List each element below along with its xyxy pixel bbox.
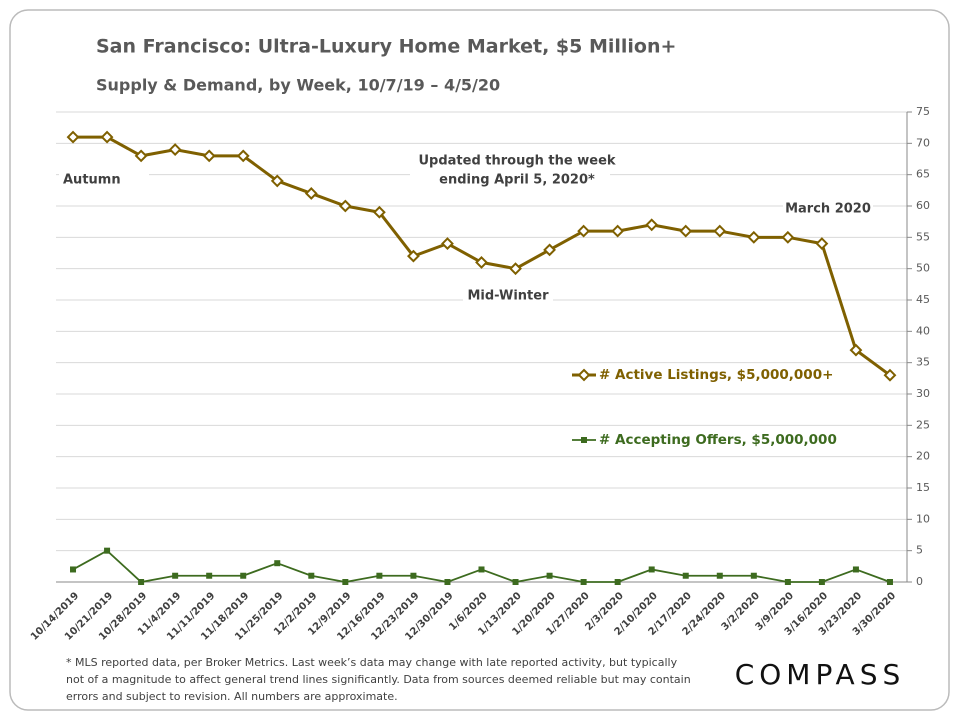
point bbox=[206, 572, 213, 579]
point bbox=[410, 572, 417, 579]
logo: COMPASS bbox=[735, 658, 906, 691]
footnote: not of a magnitude to affect general tre… bbox=[66, 673, 691, 686]
point bbox=[750, 572, 757, 579]
point bbox=[134, 149, 148, 163]
point bbox=[104, 547, 111, 554]
annotation: Mid-Winter bbox=[467, 289, 549, 304]
card bbox=[9, 9, 950, 711]
point bbox=[747, 230, 761, 244]
point bbox=[236, 149, 250, 163]
point bbox=[784, 579, 791, 585]
point bbox=[781, 230, 795, 244]
point bbox=[645, 218, 659, 232]
point bbox=[100, 130, 114, 144]
annotation-bg bbox=[59, 170, 149, 190]
y-tick-label: 65 bbox=[916, 168, 930, 181]
y-tick-label: 45 bbox=[916, 293, 930, 306]
y-tick-label: 75 bbox=[916, 105, 930, 118]
point bbox=[577, 224, 591, 238]
point bbox=[475, 255, 488, 269]
point bbox=[342, 579, 349, 585]
y-tick-label: 40 bbox=[916, 324, 930, 337]
legend-label: # Active Listings, $5,000,000+ bbox=[599, 367, 833, 383]
y-tick-label: 15 bbox=[916, 481, 930, 494]
footnote: errors and subject to revision. All numb… bbox=[66, 690, 398, 703]
point bbox=[168, 143, 182, 157]
note: ending April 5, 2020* bbox=[439, 173, 595, 188]
note: Updated through the week bbox=[418, 154, 615, 169]
legend-bg bbox=[568, 429, 828, 451]
point bbox=[304, 187, 318, 200]
point bbox=[886, 579, 893, 585]
point bbox=[815, 237, 829, 251]
point bbox=[849, 343, 863, 357]
legend-marker bbox=[581, 437, 587, 443]
point bbox=[852, 566, 859, 573]
chart-title: San Francisco: Ultra-Luxury Home Market,… bbox=[96, 36, 676, 58]
y-tick-label: 0 bbox=[916, 575, 923, 588]
point bbox=[543, 243, 556, 257]
legend-bg bbox=[568, 364, 828, 386]
annotation-bg bbox=[783, 199, 873, 219]
point bbox=[270, 174, 284, 188]
y-tick-label: 25 bbox=[916, 418, 930, 431]
y-tick-label: 20 bbox=[916, 450, 930, 463]
point bbox=[478, 566, 485, 573]
point bbox=[580, 579, 587, 585]
point bbox=[716, 572, 723, 579]
y-tick-label: 70 bbox=[916, 136, 930, 149]
point bbox=[66, 130, 80, 144]
y-tick-label: 30 bbox=[916, 387, 930, 400]
point bbox=[70, 566, 77, 573]
y-tick-label: 60 bbox=[916, 199, 930, 212]
point bbox=[679, 224, 693, 238]
point bbox=[883, 368, 897, 382]
point bbox=[713, 224, 727, 238]
point bbox=[338, 199, 352, 213]
point bbox=[240, 572, 247, 579]
point bbox=[372, 205, 386, 219]
footnote: * MLS reported data, per Broker Metrics.… bbox=[66, 656, 678, 669]
point bbox=[202, 149, 216, 163]
point bbox=[308, 572, 315, 579]
point bbox=[441, 237, 454, 251]
annotation: March 2020 bbox=[785, 202, 871, 217]
point bbox=[407, 249, 420, 263]
legend-marker bbox=[577, 368, 591, 382]
point bbox=[512, 579, 519, 585]
note-bg bbox=[410, 150, 610, 192]
chart-subtitle: Supply & Demand, by Week, 10/7/19 – 4/5/… bbox=[96, 76, 500, 95]
point bbox=[546, 572, 553, 579]
point bbox=[682, 572, 689, 579]
point bbox=[818, 579, 825, 585]
point bbox=[138, 579, 145, 585]
point bbox=[509, 262, 522, 276]
point bbox=[444, 579, 451, 585]
y-tick-label: 5 bbox=[916, 544, 923, 557]
point bbox=[376, 572, 383, 579]
y-tick-label: 10 bbox=[916, 512, 930, 525]
y-tick-label: 35 bbox=[916, 356, 930, 369]
point bbox=[614, 579, 621, 585]
point bbox=[172, 572, 179, 579]
point bbox=[648, 566, 655, 573]
legend-label: # Accepting Offers, $5,000,000 bbox=[599, 432, 837, 448]
annotation: Autumn bbox=[63, 173, 121, 188]
y-tick-label: 55 bbox=[916, 230, 930, 243]
point bbox=[611, 224, 625, 238]
y-tick-label: 50 bbox=[916, 262, 930, 275]
annotation-bg bbox=[463, 286, 553, 306]
point bbox=[274, 560, 281, 567]
